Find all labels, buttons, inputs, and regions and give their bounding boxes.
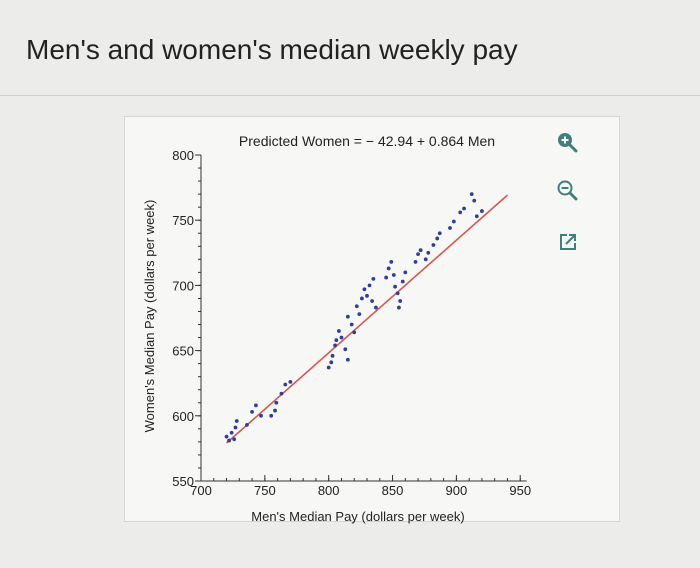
data-point	[354, 304, 359, 309]
data-point	[343, 347, 348, 352]
data-point	[288, 379, 293, 384]
data-point	[384, 275, 389, 280]
data-point	[391, 273, 396, 277]
data-point	[234, 419, 239, 423]
open-external-button[interactable]	[556, 230, 580, 254]
data-point	[279, 391, 284, 396]
data-point	[345, 357, 350, 362]
data-point	[397, 305, 401, 310]
data-point	[480, 209, 484, 213]
data-point	[345, 314, 350, 319]
data-point	[352, 330, 357, 335]
zoom-in-button[interactable]	[555, 130, 579, 154]
data-point	[426, 250, 431, 255]
data-point	[395, 291, 400, 296]
chart-axes	[200, 155, 527, 482]
data-point	[259, 413, 263, 418]
data-point	[357, 312, 362, 316]
data-point	[398, 299, 403, 303]
y-tick-label: 750	[172, 213, 194, 228]
data-point	[329, 360, 334, 365]
x-tick-label: 700	[190, 483, 212, 498]
x-axis-label: Men's Median Pay (dollars per week)	[251, 509, 464, 524]
data-point	[359, 296, 364, 301]
data-point	[474, 214, 479, 219]
chart-title: Predicted Women = − 42.94 + 0.864 Men	[239, 133, 495, 149]
data-point	[423, 257, 428, 262]
data-point	[283, 382, 288, 387]
data-point	[339, 335, 344, 340]
zoom-out-icon	[557, 180, 578, 201]
page-title: Men's and women's median weekly pay	[26, 34, 518, 65]
data-point	[254, 403, 258, 408]
y-tick-label: 550	[172, 474, 194, 489]
title-divider	[0, 95, 700, 96]
zoom-in-icon	[558, 133, 578, 153]
data-point	[274, 400, 279, 405]
data-point	[462, 206, 466, 211]
data-point	[269, 413, 274, 418]
data-point	[416, 252, 420, 257]
data-point	[393, 284, 397, 289]
data-point	[229, 430, 234, 435]
data-point	[326, 365, 331, 370]
data-point	[400, 279, 405, 284]
y-tick-label: 800	[172, 148, 194, 163]
data-point	[370, 299, 375, 303]
fit-line-layer	[226, 194, 508, 444]
data-point	[437, 231, 442, 236]
data-point	[389, 260, 394, 264]
data-point	[227, 438, 231, 443]
y-tick-label: 600	[172, 409, 194, 424]
x-tick-label: 850	[382, 483, 404, 498]
data-point	[386, 266, 391, 271]
data-point	[365, 293, 369, 298]
data-point	[469, 192, 474, 197]
chart-panel	[124, 116, 620, 522]
data-point	[232, 437, 237, 442]
x-tick-label: 800	[318, 483, 340, 498]
data-point	[333, 343, 337, 348]
y-axis-label: Women's Median Pay (dollars per week)	[142, 200, 157, 433]
data-point	[418, 248, 423, 253]
axis-ticks: 550 600 650 700 750 800 700 750 800 850 900 950	[172, 148, 531, 498]
external-link-icon	[560, 234, 576, 250]
points-layer	[224, 192, 484, 443]
data-point	[334, 338, 339, 343]
data-point	[349, 322, 354, 327]
data-point	[371, 276, 376, 281]
data-point	[435, 236, 440, 241]
data-point	[250, 409, 254, 414]
data-point	[330, 353, 335, 358]
data-point	[448, 226, 452, 230]
data-point	[458, 210, 463, 215]
x-tick-label: 950	[509, 483, 531, 498]
zoom-out-button[interactable]	[555, 178, 579, 202]
data-point	[374, 305, 378, 310]
data-point	[362, 287, 367, 292]
y-tick-label: 700	[172, 278, 194, 293]
x-tick-label: 900	[446, 483, 468, 498]
y-tick-label: 650	[172, 344, 194, 359]
data-point	[273, 408, 277, 413]
data-point	[451, 219, 456, 224]
data-point	[245, 423, 249, 427]
data-point	[367, 283, 372, 288]
x-tick-label: 750	[254, 483, 276, 498]
data-point	[403, 270, 408, 275]
data-point	[431, 243, 436, 247]
data-point	[413, 260, 418, 264]
data-point	[472, 198, 477, 203]
data-point	[224, 434, 229, 439]
fit-line	[226, 194, 508, 444]
data-point	[337, 329, 341, 333]
data-point	[233, 425, 238, 430]
